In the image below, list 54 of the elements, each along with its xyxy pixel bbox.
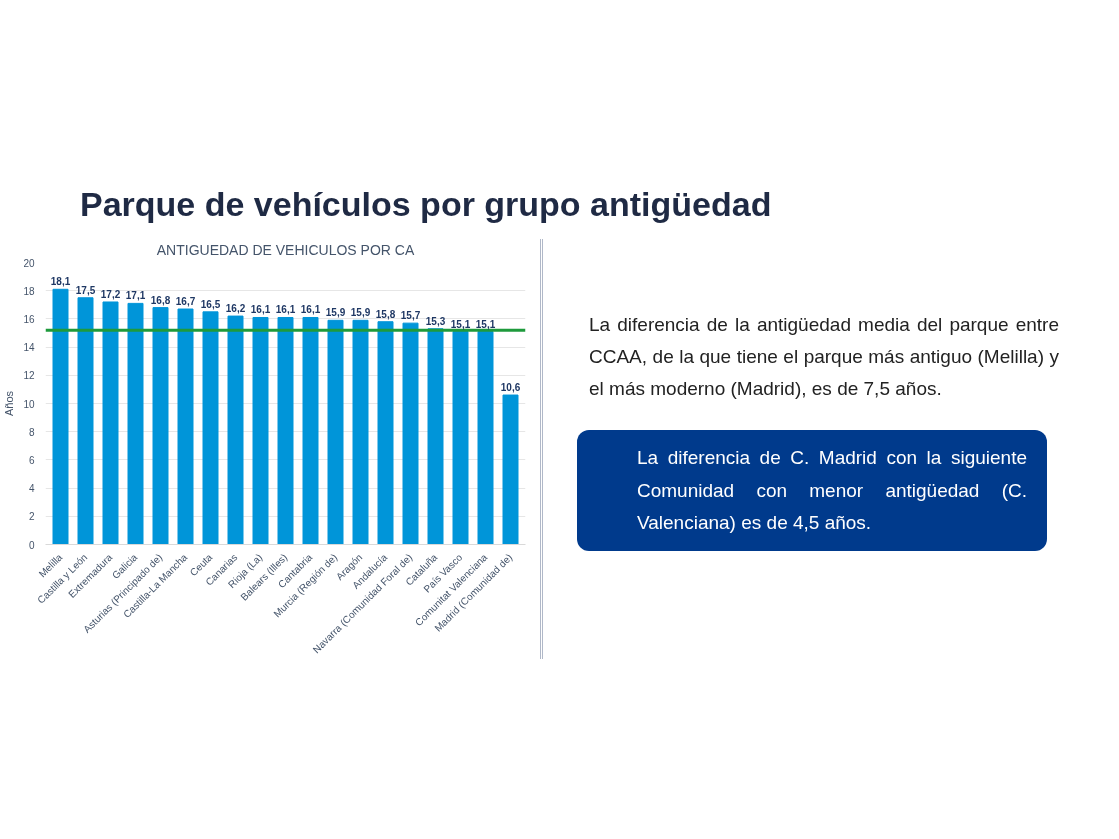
y-axis-title: Años (3, 390, 16, 416)
y-tick-label: 8 (28, 426, 35, 438)
text: La diferencia de la antigüedad media del parque entre CCAA, de la que tiene el parque más antiguo (Melilla) y el más moderno (Madrid), es de 7,5 años. (589, 312, 1059, 402)
data-label: 16,2 (225, 302, 246, 314)
data-label: 16,1 (275, 304, 296, 316)
bar (502, 394, 519, 545)
data-label: 15,1 (475, 318, 496, 330)
y-tick-label: 12 (23, 369, 35, 381)
y-tick-label: 0 (28, 539, 35, 551)
data-label: 15,9 (325, 306, 346, 318)
bar (352, 319, 369, 545)
data-label: 17,1 (125, 289, 146, 301)
data-label: 15,1 (450, 318, 471, 330)
data-label: 16,1 (250, 304, 271, 316)
text: La diferencia de C. Madrid con la siguiente Comunidad con menor antigüedad (C. Valenciana) es de 4,5 años. (637, 446, 1027, 536)
bar (402, 322, 419, 545)
y-tick-label: 20 (23, 257, 35, 269)
y-tick-label: 4 (28, 482, 35, 494)
y-tick-label: 2 (28, 510, 35, 522)
bar (177, 308, 194, 545)
chart-title: Parque de vehículos por grupo antigüedad (80, 184, 772, 225)
y-tick-label: 18 (23, 285, 35, 297)
bar (77, 296, 94, 545)
bar (477, 330, 494, 545)
data-label: 10,6 (500, 381, 521, 393)
bar (252, 316, 269, 545)
data-label: 15,9 (350, 306, 371, 318)
data-label: 15,8 (375, 308, 396, 320)
data-label: 16,7 (175, 295, 196, 307)
data-label: 18,1 (50, 275, 71, 287)
bar (302, 316, 319, 545)
data-label: 15,3 (425, 315, 446, 327)
bar (277, 316, 294, 545)
bar (377, 320, 394, 545)
bar (452, 330, 469, 545)
bar (102, 301, 119, 545)
bar (327, 319, 344, 545)
data-label: 17,5 (75, 284, 96, 296)
data-label: 16,1 (300, 304, 321, 316)
bar (202, 310, 219, 545)
bar (427, 327, 444, 545)
bar (152, 306, 169, 545)
chart-subtitle: ANTIGUEDAD DE VEHICULOS POR CA (156, 241, 415, 258)
bar (52, 288, 69, 545)
data-label: 15,7 (400, 309, 421, 321)
bar (127, 302, 144, 545)
bar (227, 315, 244, 545)
y-tick-label: 10 (23, 398, 35, 410)
y-tick-label: 6 (28, 454, 35, 466)
data-label: 17,2 (100, 288, 121, 300)
data-label: 16,5 (200, 298, 221, 310)
y-tick-label: 14 (23, 341, 35, 353)
data-label: 16,8 (150, 294, 171, 306)
y-tick-label: 16 (23, 313, 35, 325)
